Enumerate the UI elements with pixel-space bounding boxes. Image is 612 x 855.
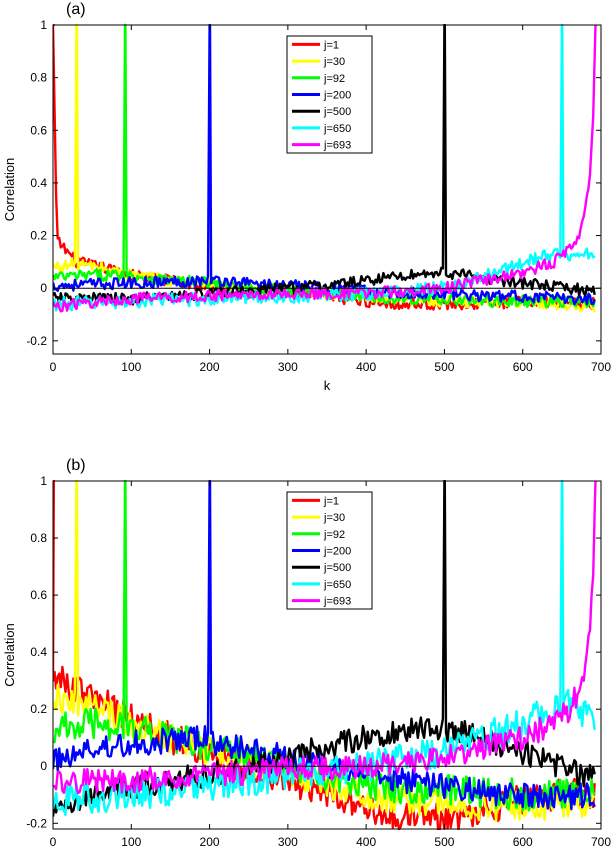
legend: j=1 j=30 j=92 j=200 j=500 j=650 j=693 <box>286 491 373 610</box>
series-line-j-92 <box>53 24 596 309</box>
x-tick-label: 700 <box>591 360 611 374</box>
x-tick-label: 0 <box>50 360 57 374</box>
y-tick-label: 0.2 <box>30 229 47 243</box>
x-tick-label: 600 <box>513 360 533 374</box>
y-tick-label: 0.6 <box>30 123 47 137</box>
x-tick-label: 500 <box>434 835 454 849</box>
plot-frame <box>52 480 602 830</box>
series-lines <box>53 24 597 313</box>
y-tick-label: 0.4 <box>30 176 47 190</box>
legend-entry-j-500: j=500 <box>323 562 351 574</box>
x-tick-label: 200 <box>200 360 220 374</box>
series-line-j-693 <box>53 480 597 795</box>
legend-entry-j-693: j=693 <box>323 596 351 608</box>
y-tick-label: 1 <box>40 474 47 488</box>
y-tick-label: 0.2 <box>30 702 47 716</box>
legend-entry-j-92: j=92 <box>323 529 345 541</box>
legend-entry-j-650: j=650 <box>323 579 351 591</box>
x-tick-label: 400 <box>356 835 376 849</box>
x-tick-label: 0 <box>50 835 57 849</box>
chart-panel-b: 0 100 200 300 400 500 600 700-0.200.20.40.60.81… <box>2 457 611 855</box>
y-tick-label: 1 <box>40 18 47 32</box>
series-lines <box>53 480 597 830</box>
x-tick-label: 200 <box>200 835 220 849</box>
legend: j=1 j=30 j=92 j=200 j=500 j=650 j=693 <box>286 35 373 154</box>
y-tick-label: 0 <box>40 759 47 773</box>
panel-label: (b) <box>66 457 86 474</box>
y-axis-label: Correlation <box>2 158 17 222</box>
legend-entry-j-500: j=500 <box>323 106 351 118</box>
y-tick-label: 0.4 <box>30 645 47 659</box>
legend-entry-j-1: j=1 <box>323 39 339 51</box>
x-tick-label: 300 <box>278 360 298 374</box>
x-axis-label: k <box>324 378 331 393</box>
panel-label: (a) <box>66 1 86 18</box>
y-tick-label: 0.8 <box>30 71 47 85</box>
legend-entry-j-200: j=200 <box>323 546 351 558</box>
y-tick-label: 0 <box>40 281 47 295</box>
legend-entry-j-1: j=1 <box>323 495 339 507</box>
x-tick-label: 400 <box>356 360 376 374</box>
y-tick-label: -0.2 <box>26 334 47 348</box>
y-tick-label: -0.2 <box>26 816 47 830</box>
y-axis-label: Correlation <box>2 623 17 687</box>
x-tick-label: 300 <box>278 835 298 849</box>
legend-entry-j-650: j=650 <box>323 123 351 135</box>
legend-entry-j-200: j=200 <box>323 90 351 102</box>
y-tick-label: 0.6 <box>30 588 47 602</box>
legend-entry-j-30: j=30 <box>323 512 345 524</box>
x-tick-label: 100 <box>121 835 141 849</box>
legend-entry-j-693: j=693 <box>323 140 351 152</box>
x-tick-label: 600 <box>513 835 533 849</box>
chart-panel-a: 0 100 200 300 400 500 600 700-0.200.20.40.60.81… <box>2 1 611 393</box>
x-tick-label: 500 <box>434 360 454 374</box>
y-tick-label: 0.8 <box>30 531 47 545</box>
legend-entry-j-30: j=30 <box>323 56 345 68</box>
x-tick-label: 700 <box>591 835 611 849</box>
plot-frame <box>52 24 602 355</box>
series-line-j-693 <box>53 24 597 313</box>
legend-entry-j-92: j=92 <box>323 73 345 85</box>
x-tick-label: 100 <box>121 360 141 374</box>
